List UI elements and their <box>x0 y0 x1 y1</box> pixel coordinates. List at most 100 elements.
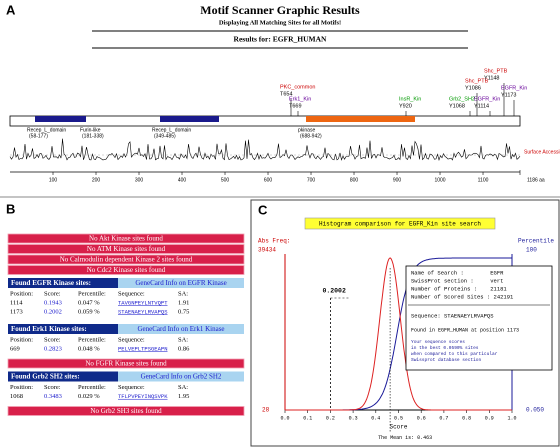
site-motif: EGFR_Kin <box>501 85 527 91</box>
link-box <box>118 371 244 382</box>
column-header: SA: <box>178 336 188 343</box>
genecard-link[interactable]: GeneCard Info on EGFR Kinase <box>135 279 226 287</box>
panel-letter: A <box>6 2 16 17</box>
not-found-text: No ATM Kinase sites found <box>87 245 166 253</box>
info-note: when compared to this particular <box>411 351 498 357</box>
not-found-bar <box>7 406 245 416</box>
site-residue: T669 <box>289 103 302 109</box>
column-header: SA: <box>178 290 188 297</box>
cell: 1114 <box>10 299 23 306</box>
axis-tick-label: 800 <box>350 177 359 183</box>
accessibility-trace <box>9 138 521 162</box>
site-residue: T654 <box>280 91 293 97</box>
domain-range: (688-942) <box>300 133 322 139</box>
axis-tick-label: 700 <box>307 177 316 183</box>
cell: 0.059 % <box>78 308 100 315</box>
domain-name: pkinase <box>298 127 315 133</box>
axis-tick-label: 400 <box>178 177 187 183</box>
mean-value: 0.463 <box>417 435 432 441</box>
domain-range: (349-485) <box>154 133 176 139</box>
axis-tick-label: 100 <box>49 177 58 183</box>
x-tick-label: 0.4 <box>371 415 380 421</box>
cell: 0.3483 <box>44 393 62 400</box>
subtitle: Displaying All Matching Sites for all Mo… <box>219 19 341 26</box>
x-tick-label: 0.8 <box>462 415 471 421</box>
x-tick-label: 0.5 <box>394 415 403 421</box>
cell: 0.86 <box>178 345 190 352</box>
cell: 669 <box>10 345 20 352</box>
sequence-link[interactable]: STAENAEYLRVAPQS <box>118 308 168 315</box>
site-residue: Y1086 <box>465 85 481 91</box>
left-axis-label: Abs Freq: <box>258 238 290 245</box>
found-text: Found Grb2 SH2 sites: <box>11 373 80 381</box>
title: Histogram comparison for EGFR_Kin site s… <box>319 221 481 228</box>
panel-c: C Histogram comparison for EGFR_Kin site … <box>258 202 554 441</box>
cell: 1.91 <box>178 299 189 306</box>
site-residue: Y1173 <box>501 92 517 98</box>
column-header: Percentile: <box>78 336 106 343</box>
column-header: Position: <box>10 336 33 343</box>
info-sequence: Sequence: STAENAEYLRVAPQS <box>411 312 494 319</box>
genecard-link[interactable]: GeneCard Info on Grb2 SH2 <box>141 373 222 381</box>
domain-range: (58-177) <box>29 133 48 139</box>
not-found-text: No Grb2 SH3 sites found <box>90 407 162 415</box>
info-note: in the best 0.0590% sites <box>411 345 479 351</box>
x-tick-label: 0.0 <box>280 415 289 421</box>
cell: 0.1943 <box>44 299 62 306</box>
panel-b: B No Akt Kinase sites found No ATM Kinase … <box>6 201 245 416</box>
x-tick-label: 0.2 <box>326 415 335 421</box>
site-motif: Shc_PTB <box>465 78 489 84</box>
column-header: Score: <box>44 336 61 343</box>
x-axis-label: Score <box>389 424 407 431</box>
sequence-link[interactable]: TFLPVPEYINQSVPK <box>118 393 168 400</box>
cell: 0.029 % <box>78 393 100 400</box>
mean-text: The Mean is: 0.463 <box>378 435 432 441</box>
site-motif: InsR_Kin <box>399 96 421 102</box>
domain <box>306 116 415 122</box>
protein-bar <box>9 115 521 127</box>
info-note: Swissprot database section <box>411 357 482 363</box>
title-box <box>304 217 496 230</box>
link-box <box>118 324 244 334</box>
domain-name: Recep_L_domain <box>27 127 66 133</box>
cell: 1.95 <box>178 393 189 400</box>
site-motif: Erk1_Kin <box>289 96 311 102</box>
not-found-bar <box>7 358 245 369</box>
site-residue: Y920 <box>399 103 412 109</box>
x-tick-label: 0.7 <box>439 415 448 421</box>
site-motif: EGFR_Kin <box>474 96 500 102</box>
found-header <box>8 324 118 334</box>
info-line: Name of Search : EGFR <box>411 269 504 276</box>
x-tick-label: 1.0 <box>507 415 516 421</box>
column-header: Position: <box>10 290 33 297</box>
genecard-link[interactable]: GeneCard Info on Erk1 Kinase <box>137 325 224 333</box>
link-box <box>118 278 244 288</box>
axis-tick-label: 500 <box>221 177 230 183</box>
column-header: Percentile: <box>78 384 106 391</box>
not-found-text: No Cdc2 Kinase sites found <box>87 266 166 274</box>
axis-tick-label: 600 <box>264 177 273 183</box>
cell: 1173 <box>10 308 23 315</box>
found-header <box>8 278 118 288</box>
cell: 0.2002 <box>44 308 62 315</box>
not-found-bar <box>7 265 245 275</box>
panel-a: A Motif Scanner Graphic Results Displaying… <box>6 2 560 183</box>
site-residue: Y1114 <box>474 103 489 109</box>
not-found-text: No FGFR Kinase sites found <box>85 360 167 368</box>
cell: 0.75 <box>178 308 189 315</box>
domain <box>160 116 219 122</box>
panel-letter: B <box>6 201 15 216</box>
column-header: Sequence: <box>118 290 145 297</box>
info-line: Number of Scored Sites : 242191 <box>411 293 514 300</box>
cell: 0.048 % <box>78 345 100 352</box>
axis-tick-label: 200 <box>92 177 101 183</box>
sequence-link[interactable]: TAVGNPEYLNTVQPT <box>118 299 168 306</box>
info-box <box>405 265 553 371</box>
site-residue: Y1148 <box>484 75 500 81</box>
column-header: Sequence: <box>118 336 145 343</box>
sequence-link[interactable]: PELVEPLTPSGEAPN <box>118 345 168 352</box>
info-line: SwissProt section : vert <box>411 277 503 284</box>
info-found: Found in EGFR_HUMAN at position 1173 <box>411 327 519 333</box>
domain-name: Recep_L_domain <box>152 127 191 133</box>
